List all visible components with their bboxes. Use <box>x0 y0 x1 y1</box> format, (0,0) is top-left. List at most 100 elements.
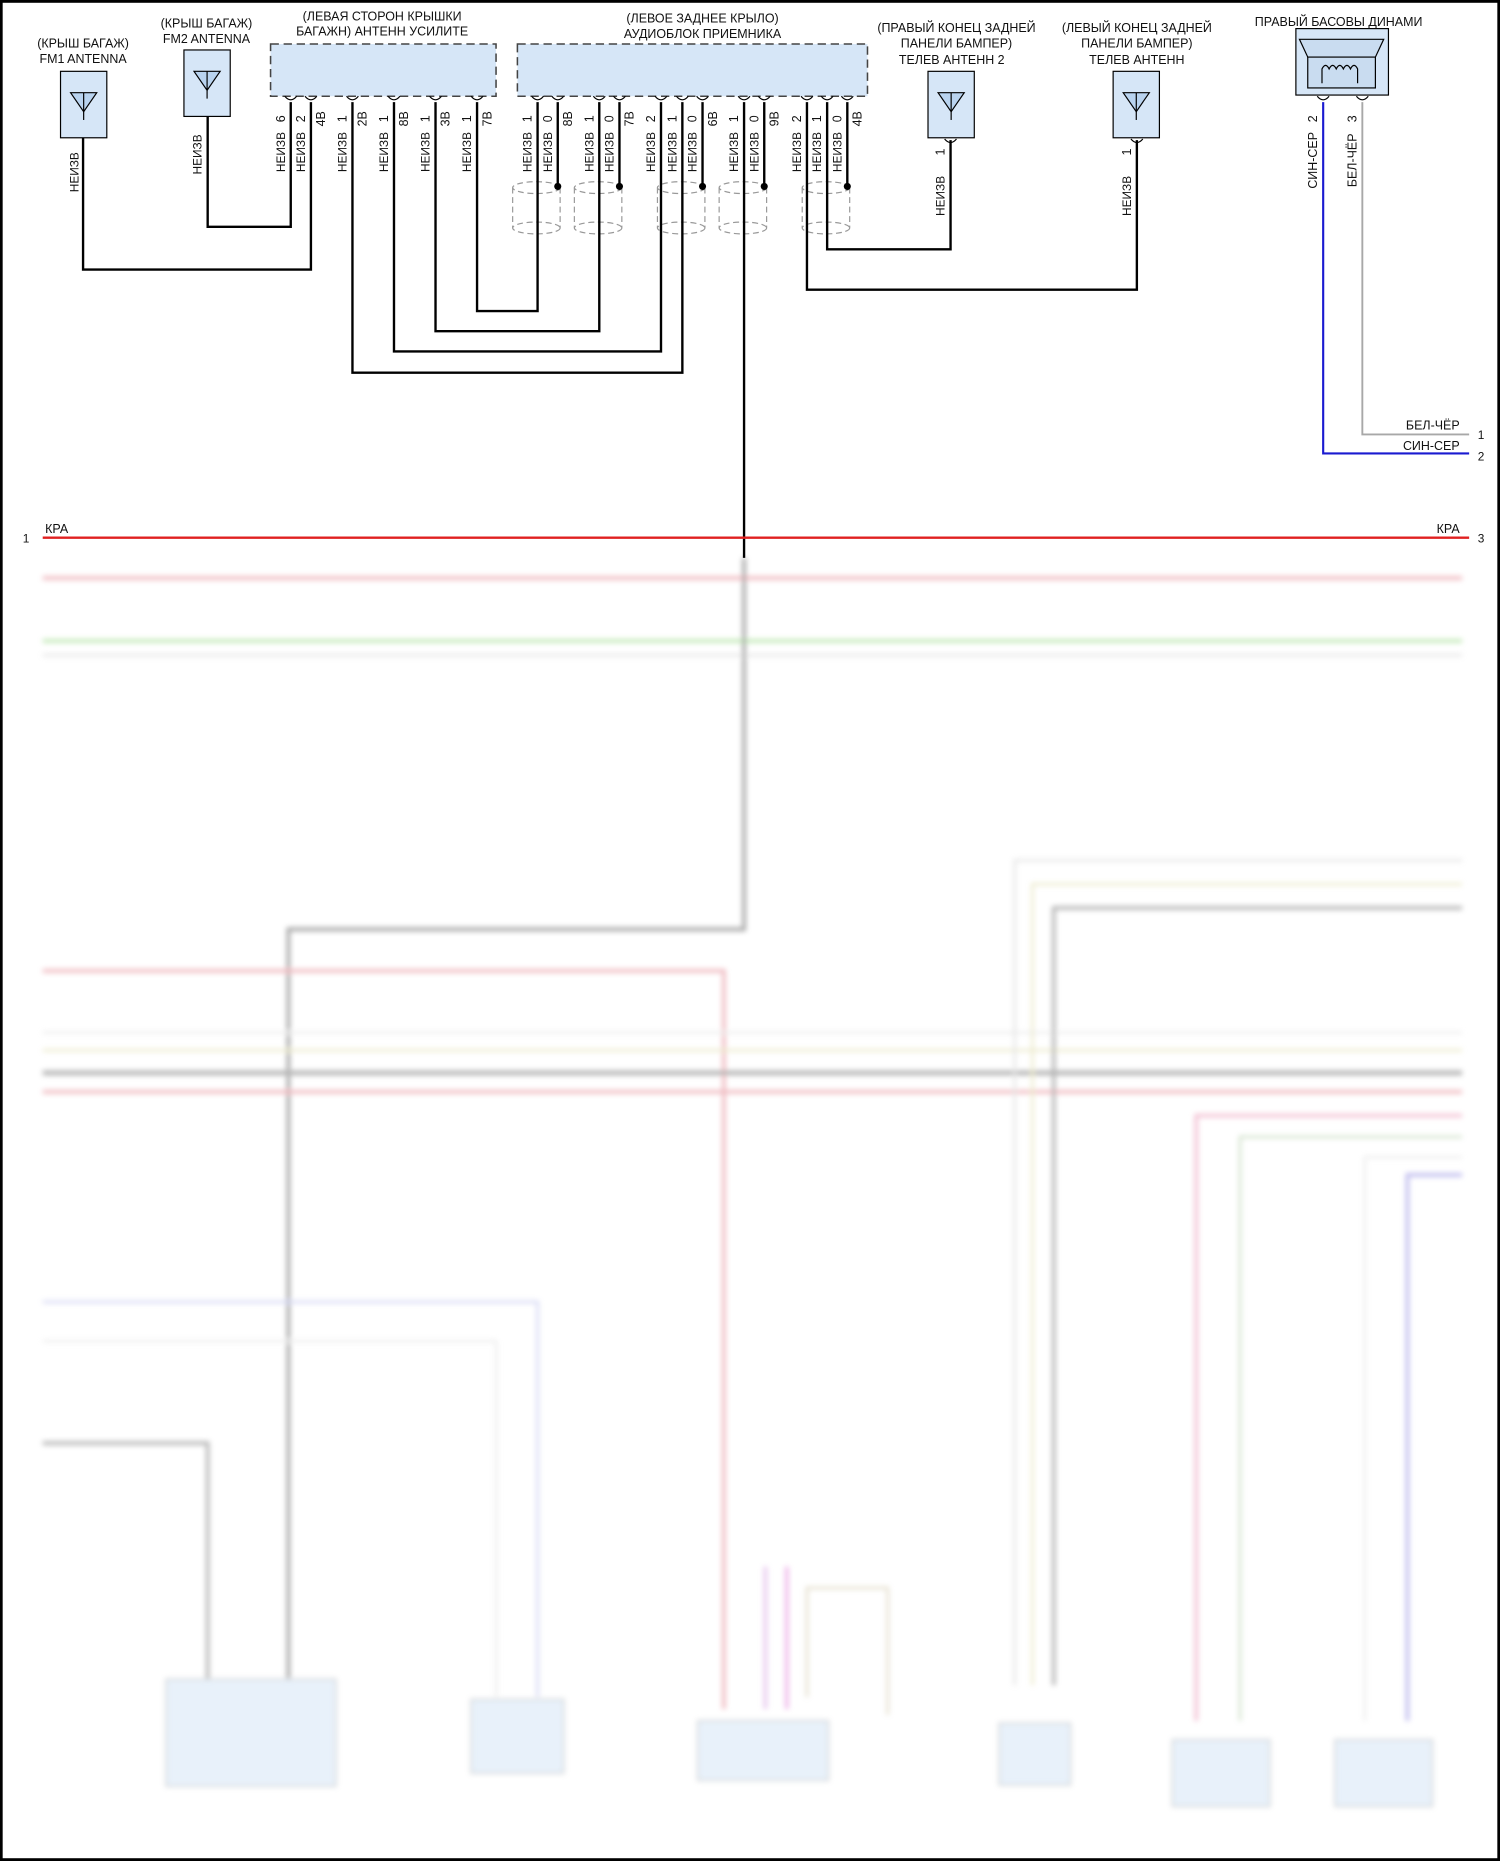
blurred-wire <box>1363 1155 1463 1721</box>
speaker-pin-number: 2 <box>1306 115 1320 122</box>
amp-pin-number: 2 <box>294 115 308 122</box>
receiver-pin-number: 2 <box>790 115 804 122</box>
receiver-pin-number: 1 <box>582 115 596 122</box>
wire-tv1 <box>805 102 1139 291</box>
speaker-cone <box>1298 38 1385 58</box>
wire-7b <box>475 102 539 313</box>
receiver-connector-label: 9В <box>767 111 781 126</box>
blurred-component-box <box>1334 1739 1433 1807</box>
blurred-component-box <box>1171 1739 1271 1807</box>
speaker-component <box>1295 28 1390 96</box>
tv1-pin-number: 1 <box>1120 148 1134 155</box>
right-wire-label: БЕЛ-ЧЁР <box>1406 419 1460 433</box>
tv1-subtitle-2: ТЕЛЕВ АНТЕНН <box>1089 53 1184 67</box>
wire-fm1 <box>81 102 313 271</box>
speaker-body <box>1307 56 1376 89</box>
amp-pin-wire-label: НЕИЗВ <box>336 132 350 172</box>
pin-hook <box>429 95 442 101</box>
blurred-component-box <box>470 1698 565 1774</box>
receiver-connector-label: 7В <box>623 111 637 126</box>
pin-hook <box>800 95 814 101</box>
fm1-subtitle: FM1 ANTENNA <box>39 52 127 66</box>
right-connector-pin: 3 <box>1478 531 1485 545</box>
wire-8b <box>392 102 663 353</box>
receiver-pin-wire-label: НЕИЗВ <box>830 132 844 172</box>
receiver-pin-number: 1 <box>521 115 535 122</box>
receiver-pin-wire-label: НЕИЗВ <box>665 132 679 172</box>
receiver-pin-number: 1 <box>727 115 741 122</box>
tv1-pin-wire-label: НЕИЗВ <box>1120 176 1134 216</box>
wire-sin-ser <box>1322 102 1470 455</box>
receiver-pin-number: 0 <box>686 115 700 122</box>
speaker-pin-wire-label: СИН-СЕР <box>1306 132 1320 189</box>
antenna-icon <box>1122 92 1151 120</box>
receiver-pin-number: 1 <box>665 115 679 122</box>
pin-hook <box>613 95 626 101</box>
pin-hook <box>1130 138 1144 144</box>
fm2-wire-label: НЕИЗВ <box>191 134 205 174</box>
fm1-title: (КРЫШ БАГАЖ) <box>37 37 129 51</box>
speaker-pin-number: 3 <box>1345 115 1359 122</box>
receiver-connector-label: 6В <box>706 111 720 126</box>
receiver-pin-number: 0 <box>603 115 617 122</box>
amp-connector-label: 3В <box>439 111 453 126</box>
antenna-amplifier-box <box>269 43 497 98</box>
tv2-title: (ПРАВЫЙ КОНЕЦ ЗАДНЕЙ <box>877 20 1035 35</box>
blurred-component-box <box>998 1722 1072 1786</box>
tv2-pin-wire-label: НЕИЗВ <box>934 176 948 216</box>
receiver-pin-number: 0 <box>830 115 844 122</box>
pin-hook <box>470 95 484 101</box>
receiver-connector-label: 4В <box>851 111 865 126</box>
fm1-antenna <box>59 70 108 139</box>
amp-pin-wire-label: НЕИЗВ <box>460 132 474 172</box>
right-wire-label: КРА <box>1437 522 1461 536</box>
antenna-icon <box>936 92 966 120</box>
tv1-subtitle: ПАНЕЛИ БАМПЕР) <box>1081 37 1192 51</box>
pin-hook <box>675 95 689 101</box>
pin-hook <box>944 138 957 144</box>
fm1-wire-label: НЕИЗВ <box>67 152 81 192</box>
pin-hook <box>1316 95 1330 101</box>
fm2-subtitle: FM2 ANTENNA <box>163 32 251 46</box>
receiver-pin-number: 2 <box>644 115 658 122</box>
blurred-component-box <box>697 1720 829 1781</box>
splice-dot <box>615 182 624 190</box>
speaker-title: ПРАВЫЙ БАСОВЫ ДИНАМИ <box>1255 14 1423 29</box>
receiver-box <box>516 43 869 98</box>
blurred-component-box <box>165 1678 337 1787</box>
pin-hook <box>1355 95 1369 101</box>
pin-hook <box>840 95 854 101</box>
right-connector-pin: 2 <box>1478 450 1485 464</box>
pin-hook <box>592 95 606 101</box>
blurred-wire <box>1031 883 1463 1686</box>
blurred-wire <box>42 1441 210 1686</box>
tv1-title: (ЛЕВЫЙ КОНЕЦ ЗАДНЕЙ <box>1062 20 1212 35</box>
blurred-wire <box>1238 1135 1463 1721</box>
amp-pin-wire-label: НЕИЗВ <box>419 132 433 172</box>
pin-hook <box>757 95 771 101</box>
amp-pin-number: 1 <box>460 115 474 122</box>
amp-connector-label: 2В <box>356 111 370 126</box>
fm2-title: (КРЫШ БАГАЖ) <box>161 16 253 30</box>
tv2-subtitle: ПАНЕЛИ БАМПЕР) <box>901 37 1012 51</box>
pin-hook <box>387 95 401 101</box>
receiver-title: (ЛЕВОЕ ЗАДНЕЕ КРЫЛО) <box>626 12 778 26</box>
blurred-wire <box>1013 859 1463 1686</box>
splice-dot <box>843 182 851 190</box>
blurred-wire <box>42 1300 539 1698</box>
blurred-wire <box>1194 1113 1463 1721</box>
tv2-pin-number: 1 <box>934 148 948 155</box>
receiver-pin-wire-label: НЕИЗВ <box>603 132 617 172</box>
pin-hook <box>551 95 565 101</box>
blurred-wire <box>1052 906 1463 1686</box>
amp-pin-wire-label: НЕИЗВ <box>294 132 308 172</box>
receiver-pin-number: 1 <box>810 115 824 122</box>
pin-hook <box>346 95 359 101</box>
splice-dot <box>554 182 562 190</box>
splice-dot <box>760 182 768 190</box>
receiver-pin-wire-label: НЕИЗВ <box>810 132 824 172</box>
antenna-icon <box>192 70 222 99</box>
right-connector-pin: 1 <box>1478 428 1485 442</box>
